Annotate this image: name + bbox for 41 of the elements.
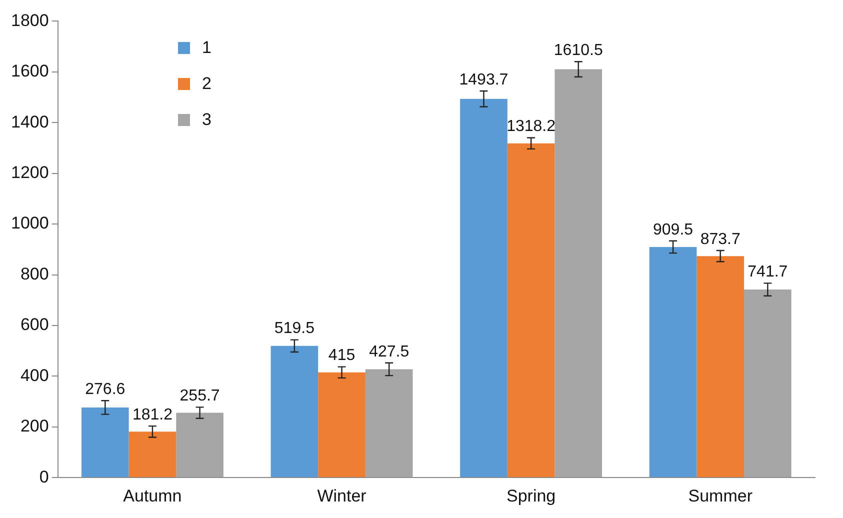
data-label: 181.2 [132, 406, 173, 424]
x-tick-label: Winter [317, 486, 367, 506]
data-label: 1493.7 [459, 71, 508, 88]
bar [554, 69, 602, 478]
legend-label: 3 [202, 110, 212, 130]
bar [365, 369, 413, 478]
y-tick-label: 400 [20, 366, 49, 385]
data-label: 255.7 [180, 388, 220, 405]
y-tick-label: 600 [20, 315, 49, 334]
x-tick-label: Summer [688, 486, 753, 506]
data-label: 1610.5 [554, 42, 603, 60]
bar [507, 143, 555, 478]
y-tick-label: 1000 [10, 214, 49, 233]
data-label: 909.5 [653, 221, 694, 238]
data-label: 427.5 [369, 343, 410, 360]
data-label: 519.5 [274, 320, 315, 338]
bar [318, 372, 366, 478]
y-tick-label: 1400 [10, 112, 49, 132]
y-tick-label: 1200 [10, 163, 49, 182]
bar [696, 256, 744, 478]
bar [649, 246, 697, 478]
y-tick-label: 1800 [10, 10, 49, 30]
legend-label: 2 [202, 74, 212, 94]
y-tick-label: 800 [20, 264, 49, 284]
bar [81, 407, 129, 478]
bar [176, 412, 224, 478]
x-tick-label: Autumn [123, 486, 182, 506]
data-label: 1318.2 [506, 118, 556, 136]
y-tick-label: 200 [20, 416, 49, 436]
data-label: 276.6 [85, 381, 126, 398]
legend-label: 1 [202, 38, 212, 58]
bar [744, 290, 792, 478]
y-tick-label: 0 [39, 467, 49, 486]
data-label: 741.7 [748, 264, 788, 281]
data-label: 415 [328, 347, 356, 364]
bar [270, 346, 318, 478]
x-tick-label: Spring [506, 486, 556, 506]
bar [460, 98, 508, 478]
data-label: 873.7 [700, 230, 740, 248]
y-tick-label: 1600 [10, 62, 49, 81]
bar [128, 432, 176, 478]
